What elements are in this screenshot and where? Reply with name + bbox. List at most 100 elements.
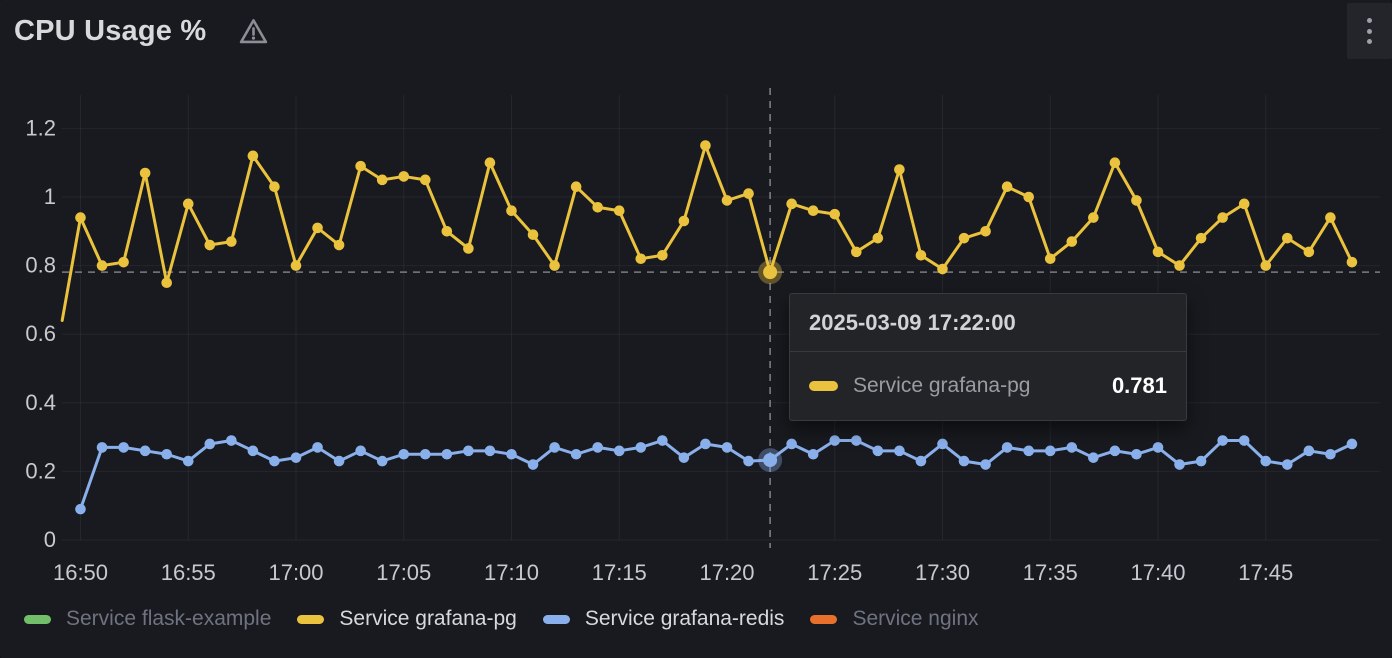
data-point[interactable] [635, 442, 647, 453]
data-point[interactable] [226, 236, 237, 247]
data-point[interactable] [1195, 455, 1207, 467]
data-point[interactable] [851, 246, 862, 258]
data-point[interactable] [484, 157, 496, 168]
data-point[interactable] [463, 243, 474, 254]
data-point[interactable] [1066, 442, 1078, 453]
data-point[interactable] [592, 442, 603, 453]
data-point[interactable] [1001, 181, 1013, 193]
data-point[interactable] [1260, 455, 1272, 467]
data-point[interactable] [1109, 445, 1121, 457]
data-point[interactable] [420, 448, 431, 460]
data-point[interactable] [226, 435, 237, 446]
warning-icon[interactable] [238, 16, 269, 47]
data-point[interactable] [1174, 459, 1185, 470]
data-point[interactable] [894, 445, 905, 457]
data-point[interactable] [484, 445, 496, 457]
hovered-data-point[interactable] [763, 265, 778, 280]
data-point[interactable] [743, 188, 754, 199]
data-point[interactable] [721, 442, 733, 453]
data-point[interactable] [1238, 198, 1250, 210]
data-point[interactable] [700, 438, 711, 450]
data-point[interactable] [1282, 459, 1293, 470]
data-point[interactable] [743, 455, 754, 467]
data-point[interactable] [678, 452, 690, 463]
data-point[interactable] [269, 455, 280, 467]
data-point[interactable] [1217, 435, 1228, 446]
data-point[interactable] [420, 174, 431, 186]
data-point[interactable] [441, 448, 453, 460]
data-point[interactable] [1088, 452, 1099, 463]
legend-item[interactable]: Service grafana-redis [542, 607, 784, 631]
data-point[interactable] [570, 181, 582, 193]
data-point[interactable] [398, 448, 410, 460]
data-point[interactable] [1303, 246, 1315, 258]
data-point[interactable] [872, 445, 884, 457]
data-point[interactable] [1109, 157, 1121, 168]
data-point[interactable] [549, 442, 560, 453]
data-point[interactable] [161, 277, 172, 289]
panel-title[interactable]: CPU Usage % [14, 14, 207, 47]
data-point[interactable] [1023, 191, 1034, 203]
data-point[interactable] [786, 198, 797, 210]
data-point[interactable] [376, 455, 388, 467]
data-point[interactable] [1044, 253, 1056, 265]
data-point[interactable] [1152, 246, 1164, 258]
data-point[interactable] [1044, 445, 1056, 457]
data-point[interactable] [1346, 256, 1358, 268]
data-point[interactable] [570, 448, 582, 460]
data-point[interactable] [657, 250, 668, 261]
data-point[interactable] [182, 198, 194, 210]
data-point[interactable] [915, 455, 927, 467]
data-point[interactable] [527, 459, 539, 470]
data-point[interactable] [980, 226, 991, 237]
data-point[interactable] [290, 452, 302, 463]
data-point[interactable] [613, 445, 625, 457]
data-point[interactable] [1260, 260, 1272, 271]
data-point[interactable] [441, 226, 453, 237]
data-point[interactable] [290, 260, 302, 271]
data-point[interactable] [872, 232, 884, 244]
data-point[interactable] [851, 435, 862, 446]
data-point[interactable] [312, 442, 323, 453]
data-point[interactable] [980, 459, 991, 470]
data-point[interactable] [139, 167, 151, 179]
data-point[interactable] [1066, 236, 1078, 247]
data-point[interactable] [807, 205, 819, 217]
data-point[interactable] [958, 232, 970, 244]
data-point[interactable] [937, 438, 948, 450]
data-point[interactable] [355, 160, 366, 172]
data-point[interactable] [1303, 445, 1315, 457]
data-point[interactable] [247, 150, 259, 162]
data-point[interactable] [182, 455, 194, 467]
legend-item[interactable]: Service grafana-pg [297, 607, 517, 631]
data-point[interactable] [1131, 195, 1142, 206]
data-point[interactable] [937, 263, 948, 275]
data-point[interactable] [463, 445, 474, 457]
data-point[interactable] [118, 256, 129, 268]
hovered-data-point[interactable] [763, 453, 778, 468]
data-point[interactable] [333, 455, 345, 467]
data-point[interactable] [613, 205, 625, 217]
data-point[interactable] [1195, 232, 1207, 244]
data-point[interactable] [958, 455, 970, 467]
data-point[interactable] [635, 253, 647, 265]
data-point[interactable] [312, 222, 323, 234]
data-point[interactable] [1088, 212, 1099, 223]
data-point[interactable] [807, 448, 819, 460]
data-point[interactable] [1325, 212, 1336, 223]
data-point[interactable] [75, 212, 86, 223]
data-point[interactable] [118, 442, 129, 453]
data-point[interactable] [1174, 260, 1185, 271]
data-point[interactable] [915, 250, 927, 261]
data-point[interactable] [1001, 442, 1013, 453]
data-point[interactable] [506, 205, 517, 217]
data-point[interactable] [269, 181, 280, 193]
data-point[interactable] [1152, 442, 1164, 453]
data-point[interactable] [1346, 438, 1358, 450]
data-point[interactable] [894, 164, 905, 175]
data-point[interactable] [829, 435, 841, 446]
data-point[interactable] [678, 215, 690, 227]
data-point[interactable] [204, 438, 216, 450]
data-point[interactable] [1131, 448, 1142, 460]
data-point[interactable] [398, 171, 410, 182]
